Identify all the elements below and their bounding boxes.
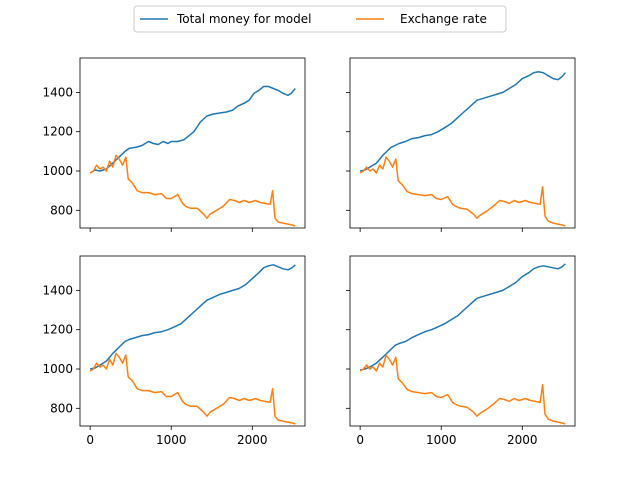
y-tick-label: 1000 bbox=[42, 164, 73, 178]
subplot-top-left: 800 1000 1200 1400 bbox=[42, 57, 306, 232]
axes-frame bbox=[349, 255, 576, 427]
plot-area bbox=[89, 85, 296, 227]
series-line-exchange bbox=[89, 352, 296, 425]
y-tick-label: 800 bbox=[50, 203, 73, 217]
plot-area bbox=[89, 264, 296, 425]
series-line-money bbox=[89, 264, 296, 370]
x-tick-label: 1000 bbox=[156, 433, 187, 447]
x-tick-label: 0 bbox=[86, 433, 94, 447]
y-tick-label: 1200 bbox=[42, 125, 73, 139]
legend-frame bbox=[133, 5, 507, 33]
axes-frame bbox=[79, 255, 306, 427]
plot-area bbox=[359, 263, 566, 425]
x-tick-label: 2000 bbox=[237, 433, 268, 447]
x-tick-label: 1000 bbox=[426, 433, 457, 447]
axes-frame bbox=[349, 57, 576, 229]
subplot-top-right bbox=[346, 57, 576, 232]
x-tick-label: 2000 bbox=[507, 433, 538, 447]
y-tick-label: 1400 bbox=[42, 283, 73, 297]
y-tick-label: 800 bbox=[50, 401, 73, 415]
series-line-exchange bbox=[359, 354, 566, 425]
legend-label-exchange: Exchange rate bbox=[400, 12, 487, 26]
series-line-exchange bbox=[89, 154, 296, 227]
series-line-money bbox=[359, 263, 566, 371]
series-line-money bbox=[89, 85, 296, 174]
x-tick-label: 0 bbox=[356, 433, 364, 447]
legend-label-money: Total money for model bbox=[176, 12, 311, 26]
plot-area bbox=[359, 71, 566, 227]
subplot-bottom-right: 0 1000 2000 bbox=[346, 255, 576, 447]
series-line-exchange bbox=[359, 156, 566, 227]
y-tick-label: 1000 bbox=[42, 362, 73, 376]
axes-frame bbox=[79, 57, 306, 229]
y-tick-label: 1400 bbox=[42, 85, 73, 99]
subplot-bottom-left: 800 1000 1200 1400 0 1000 2000 bbox=[42, 255, 306, 447]
series-line-money bbox=[359, 71, 566, 172]
legend: Total money for model Exchange rate bbox=[133, 5, 507, 33]
y-tick-label: 1200 bbox=[42, 323, 73, 337]
